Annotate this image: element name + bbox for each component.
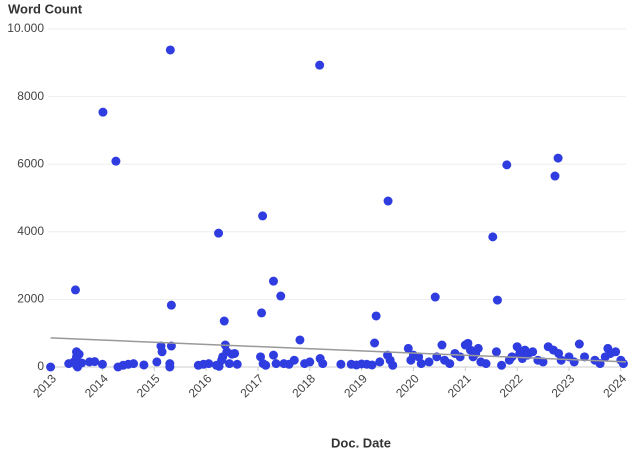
point: [129, 359, 139, 369]
point: [455, 352, 465, 362]
point: [257, 308, 267, 318]
point: [611, 347, 621, 357]
point: [538, 357, 548, 367]
point: [388, 360, 398, 370]
point: [46, 362, 56, 372]
point: [569, 357, 579, 367]
point: [371, 311, 381, 321]
point: [315, 60, 325, 70]
point: [424, 357, 434, 367]
point: [230, 348, 240, 358]
point: [258, 211, 268, 221]
point: [152, 357, 162, 367]
point: [403, 343, 413, 353]
point: [268, 276, 278, 286]
point: [492, 295, 502, 305]
point: [289, 355, 299, 365]
point: [219, 316, 229, 326]
point: [437, 340, 447, 350]
x-tick-label: 2014: [82, 371, 111, 400]
point: [336, 359, 346, 369]
x-tick-label: 2018: [289, 371, 318, 400]
point: [512, 342, 522, 352]
point: [383, 196, 393, 206]
y-tick-label: 10.000: [7, 21, 44, 35]
y-tick-label: 8000: [17, 89, 44, 103]
point: [214, 228, 224, 238]
point: [74, 349, 84, 359]
x-tick-label: 2019: [341, 371, 370, 400]
point: [574, 339, 584, 349]
point: [268, 350, 278, 360]
y-tick-label: 0: [37, 359, 44, 373]
x-tick-label: 2015: [134, 371, 163, 400]
point: [553, 153, 563, 163]
point: [98, 107, 108, 117]
point: [445, 359, 455, 369]
point: [550, 171, 560, 181]
point: [370, 338, 380, 348]
point: [256, 352, 266, 362]
point: [90, 357, 100, 367]
point: [463, 338, 473, 348]
point: [528, 347, 538, 357]
point: [305, 357, 315, 367]
point: [165, 45, 175, 55]
y-tick-label: 4000: [17, 224, 44, 238]
x-tick-label: 2024: [600, 371, 629, 400]
point: [204, 359, 214, 369]
point: [70, 285, 80, 295]
point: [165, 362, 175, 372]
point: [77, 358, 87, 368]
x-tick-label: 2023: [549, 371, 578, 400]
point: [473, 343, 483, 353]
point: [481, 359, 491, 369]
point: [416, 359, 426, 369]
point: [157, 347, 167, 357]
x-tick-label: 2020: [393, 371, 422, 400]
point: [491, 347, 501, 357]
point: [111, 156, 121, 166]
point: [556, 355, 566, 365]
point: [232, 359, 242, 369]
point: [139, 360, 149, 370]
point: [430, 292, 440, 302]
trend-line: [50, 337, 627, 363]
y-axis-title: Word Count: [8, 1, 83, 16]
point: [271, 359, 281, 369]
y-tick-label: 6000: [17, 156, 44, 170]
x-tick-label: 2016: [186, 371, 215, 400]
y-tick-label: 2000: [17, 292, 44, 306]
point: [318, 359, 328, 369]
point: [502, 160, 512, 170]
point: [618, 359, 628, 369]
point: [554, 348, 564, 358]
x-axis-title: Doc. Date: [331, 435, 391, 450]
point: [97, 359, 107, 369]
point: [295, 335, 305, 345]
x-tick-label: 2017: [238, 371, 267, 400]
x-tick-label: 2022: [497, 371, 526, 400]
point: [367, 360, 377, 370]
point: [276, 291, 286, 301]
point: [375, 357, 385, 367]
point: [261, 360, 271, 370]
point: [580, 352, 590, 362]
point: [166, 300, 176, 310]
point: [497, 360, 507, 370]
x-tick-label: 2013: [30, 371, 59, 400]
x-tick-label: 2021: [445, 371, 474, 400]
point: [414, 352, 424, 362]
point: [488, 232, 498, 242]
point: [224, 359, 234, 369]
